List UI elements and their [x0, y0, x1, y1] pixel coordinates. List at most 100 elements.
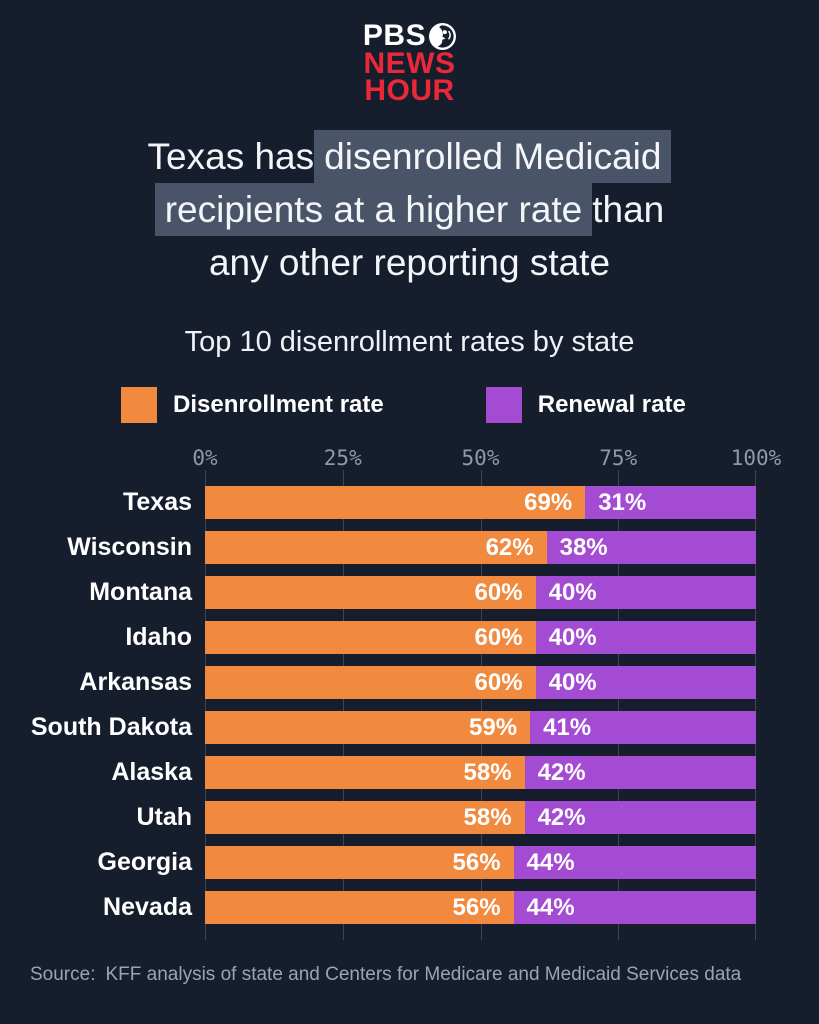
disenrollment-segment: 60% [205, 621, 536, 654]
state-label: Alaska [111, 758, 192, 786]
state-label: Montana [89, 578, 192, 606]
disenrollment-value: 56% [452, 893, 501, 921]
bar-row: Texas 69% 31% [0, 486, 819, 519]
renewal-segment: 44% [513, 846, 756, 879]
legend-label: Renewal rate [537, 390, 686, 418]
disenrollment-segment: 56% [205, 891, 514, 924]
renewal-segment: 42% [524, 756, 756, 789]
bar-track: 60% 40% [205, 666, 756, 699]
bar-track: 59% 41% [205, 711, 756, 744]
renewal-value: 40% [548, 668, 597, 696]
legend-label: Disenrollment rate [173, 390, 384, 418]
disenrollment-segment: 56% [205, 846, 514, 879]
axis-tick-label: 75% [599, 446, 638, 470]
state-label: Texas [122, 488, 192, 516]
state-label: Arkansas [79, 668, 192, 696]
bar-track: 69% 31% [205, 486, 756, 519]
bar-row: Arkansas 60% 40% [0, 666, 819, 699]
disenrollment-value: 60% [474, 668, 523, 696]
state-label: Nevada [103, 893, 192, 921]
headline-text: than [592, 189, 665, 230]
chart-title: Top 10 disenrollment rates by state [184, 326, 635, 358]
disenrollment-segment: 60% [205, 666, 536, 699]
disenrollment-value: 60% [474, 578, 523, 606]
renewal-value: 40% [548, 578, 597, 606]
bar-row: Montana 60% 40% [0, 576, 819, 609]
renewal-value: 40% [548, 623, 597, 651]
axis-tick-label: 0% [192, 446, 218, 470]
renewal-value: 44% [526, 848, 575, 876]
headline-highlighted-text: recipients at a higher rate [154, 183, 593, 236]
disenrollment-value: 58% [463, 758, 512, 786]
headline-line: any other reporting state [0, 236, 819, 289]
disenrollment-segment: 62% [205, 531, 547, 564]
bar-row: Wisconsin 62% 38% [0, 531, 819, 564]
renewal-value: 41% [543, 713, 592, 741]
bar-chart: 0% 25% 50% 75% 100% Texas 69% 31% Wisconsin 62% 3… [0, 446, 819, 940]
axis-tick-label: 25% [323, 446, 362, 470]
disenrollment-value: 69% [524, 488, 573, 516]
gridlines [205, 470, 756, 940]
bar-row: South Dakota 59% 41% [0, 711, 819, 744]
logo-news-text: NEWS [363, 47, 456, 80]
pbs-newshour-logo: PBS NEWS HOUR [0, 0, 819, 107]
renewal-segment: 40% [535, 621, 756, 654]
disenrollment-value: 60% [474, 623, 523, 651]
renewal-segment: 38% [546, 531, 756, 564]
legend-item: Disenrollment rate [121, 386, 384, 423]
renewal-segment: 31% [585, 486, 756, 519]
bar-track: 60% 40% [205, 576, 756, 609]
logo-pbs-text: PBS [362, 19, 427, 52]
legend-item: Renewal rate [485, 386, 686, 423]
logo-hour-text: HOUR [364, 74, 455, 107]
logo-line-pbs: PBS [0, 19, 819, 52]
bar-row: Idaho 60% 40% [0, 621, 819, 654]
disenrollment-value: 62% [485, 533, 534, 561]
disenrollment-segment: 60% [205, 576, 536, 609]
source-note: Source: KFF analysis of state and Centers… [30, 964, 819, 986]
bar-track: 56% 44% [205, 891, 756, 924]
disenrollment-segment: 69% [205, 486, 586, 519]
disenrollment-value: 56% [452, 848, 501, 876]
state-label: Idaho [125, 623, 192, 651]
bar-track: 58% 42% [205, 801, 756, 834]
bar-row: Alaska 58% 42% [0, 756, 819, 789]
disenrollment-segment: 59% [205, 711, 531, 744]
state-label: Wisconsin [67, 533, 192, 561]
bar-rows: Texas 69% 31% Wisconsin 62% 38% Montana 60% 40% I… [0, 486, 819, 924]
renewal-segment: 40% [535, 576, 756, 609]
bar-track: 60% 40% [205, 621, 756, 654]
renewal-value: 42% [537, 803, 586, 831]
bar-row: Nevada 56% 44% [0, 891, 819, 924]
state-label: Utah [136, 803, 192, 831]
gridline [755, 470, 756, 940]
pbs-head-icon [429, 22, 457, 50]
bar-track: 56% 44% [205, 846, 756, 879]
headline-text: any other reporting state [208, 242, 611, 283]
headline-highlighted-text: disenrolled Medicaid [314, 130, 672, 183]
renewal-segment: 44% [513, 891, 756, 924]
legend-swatch-icon [485, 386, 522, 423]
renewal-segment: 42% [524, 801, 756, 834]
headline: Texas has disenrolled Medicaid recipients … [0, 130, 819, 289]
disenrollment-value: 58% [463, 803, 512, 831]
x-axis: 0% 25% 50% 75% 100% [192, 446, 781, 470]
axis-tick-label: 100% [730, 446, 782, 470]
legend-swatch-icon [121, 386, 157, 423]
renewal-value: 38% [559, 533, 608, 561]
bar-track: 58% 42% [205, 756, 756, 789]
axis-tick-label: 50% [461, 446, 500, 470]
renewal-segment: 41% [530, 711, 756, 744]
bar-row: Georgia 56% 44% [0, 846, 819, 879]
gridline [618, 470, 620, 940]
gridline [342, 470, 344, 940]
disenrollment-segment: 58% [205, 756, 525, 789]
headline-text: Texas has [147, 136, 315, 177]
state-label: Georgia [97, 848, 192, 876]
state-label: South Dakota [30, 713, 192, 741]
gridline [480, 470, 482, 940]
renewal-value: 44% [526, 893, 575, 921]
source-text: KFF analysis of state and Centers for Me… [105, 964, 742, 985]
gridline [205, 470, 206, 940]
